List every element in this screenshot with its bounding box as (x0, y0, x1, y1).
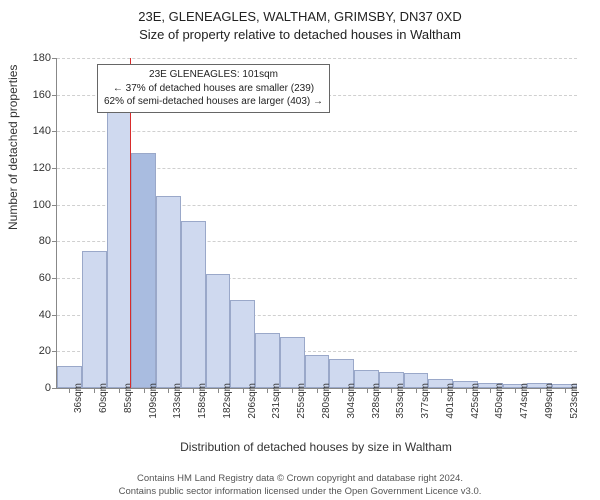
bar (131, 153, 156, 388)
x-tick-label: 255sqm (296, 383, 307, 419)
bar (255, 333, 280, 388)
x-tick-label: 133sqm (172, 383, 183, 419)
x-tick-mark (515, 388, 516, 393)
x-tick-label: 353sqm (395, 383, 406, 419)
annotation-line-1: 23E GLENEAGLES: 101sqm (104, 68, 323, 82)
annotation-line-3: 62% of semi-detached houses are larger (… (104, 95, 323, 109)
annotation-line-2: ← 37% of detached houses are smaller (23… (104, 82, 323, 96)
bar (82, 251, 107, 389)
title-line-2: Size of property relative to detached ho… (0, 26, 600, 44)
x-tick-mark (119, 388, 120, 393)
bar (181, 221, 206, 388)
x-axis-label: Distribution of detached houses by size … (56, 440, 576, 454)
x-tick-label: 182sqm (222, 383, 233, 419)
gridline (57, 58, 577, 59)
x-tick-label: 401sqm (445, 383, 456, 419)
x-tick-label: 158sqm (197, 383, 208, 419)
title-line-1: 23E, GLENEAGLES, WALTHAM, GRIMSBY, DN37 … (0, 8, 600, 26)
bar (156, 196, 181, 389)
x-tick-mark (243, 388, 244, 393)
x-tick-mark (193, 388, 194, 393)
y-axis-label: Number of detached properties (6, 65, 20, 230)
x-tick-mark (441, 388, 442, 393)
x-tick-mark (367, 388, 368, 393)
x-tick-label: 450sqm (494, 383, 505, 419)
x-tick-mark (391, 388, 392, 393)
bar (107, 109, 132, 388)
x-tick-label: 206sqm (247, 383, 258, 419)
footer-line-1: Contains HM Land Registry data © Crown c… (0, 473, 600, 485)
x-tick-mark (267, 388, 268, 393)
x-tick-mark (94, 388, 95, 393)
chart-title-block: 23E, GLENEAGLES, WALTHAM, GRIMSBY, DN37 … (0, 0, 600, 43)
annotation-box: 23E GLENEAGLES: 101sqm← 37% of detached … (97, 64, 330, 113)
y-tick-mark (52, 95, 57, 96)
x-tick-label: 377sqm (420, 383, 431, 419)
gridline (57, 131, 577, 132)
y-tick-mark (52, 388, 57, 389)
x-tick-label: 523sqm (569, 383, 580, 419)
x-tick-label: 328sqm (371, 383, 382, 419)
chart-plot-area: 02040608010012014016018036sqm60sqm85sqm1… (56, 58, 577, 389)
y-tick-mark (52, 278, 57, 279)
x-tick-mark (218, 388, 219, 393)
x-tick-label: 425sqm (470, 383, 481, 419)
y-tick-mark (52, 205, 57, 206)
x-tick-mark (69, 388, 70, 393)
y-tick-mark (52, 131, 57, 132)
x-tick-mark (466, 388, 467, 393)
x-tick-mark (416, 388, 417, 393)
y-tick-mark (52, 241, 57, 242)
x-tick-label: 231sqm (271, 383, 282, 419)
x-tick-label: 304sqm (346, 383, 357, 419)
x-tick-label: 499sqm (544, 383, 555, 419)
bar (206, 274, 231, 388)
x-tick-mark (292, 388, 293, 393)
x-tick-label: 474sqm (519, 383, 530, 419)
footer-attribution: Contains HM Land Registry data © Crown c… (0, 473, 600, 498)
x-tick-mark (490, 388, 491, 393)
x-tick-mark (540, 388, 541, 393)
x-tick-mark (565, 388, 566, 393)
footer-line-2: Contains public sector information licen… (0, 486, 600, 498)
x-tick-mark (168, 388, 169, 393)
y-tick-mark (52, 168, 57, 169)
y-tick-mark (52, 58, 57, 59)
y-tick-mark (52, 351, 57, 352)
bar (280, 337, 305, 388)
x-tick-mark (317, 388, 318, 393)
y-tick-mark (52, 315, 57, 316)
x-tick-mark (342, 388, 343, 393)
x-tick-label: 280sqm (321, 383, 332, 419)
bar (230, 300, 255, 388)
x-tick-label: 109sqm (148, 383, 159, 419)
x-tick-mark (144, 388, 145, 393)
